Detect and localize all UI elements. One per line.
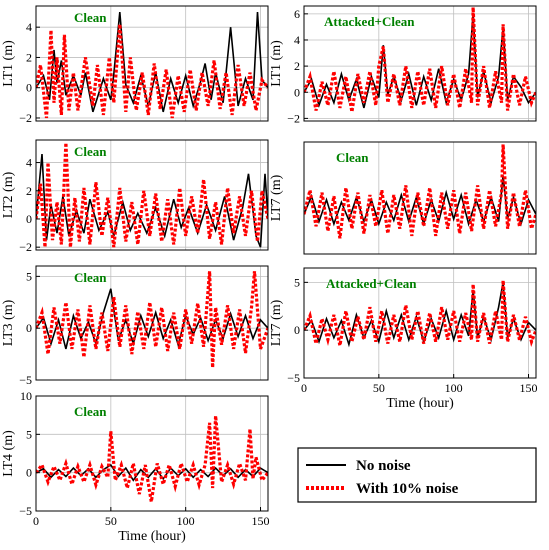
y-tick-label: 2 xyxy=(26,50,32,64)
x-axis-label: Time (hour) xyxy=(386,396,454,411)
axes-frame xyxy=(303,267,537,379)
x-tick-label: 0 xyxy=(301,381,307,395)
panel-left-3: −5 0 5 LT3 (m) Clean xyxy=(1,265,269,387)
panel-right-1: −2 0 2 4 6 LT1 (m) Attacked+Clean xyxy=(269,5,537,125)
series-line-no-noise xyxy=(304,13,536,109)
series-line-no-noise xyxy=(36,154,268,248)
series-line-noise xyxy=(36,24,268,119)
legend: No noise With 10% noise xyxy=(297,447,537,503)
axes-frame xyxy=(303,5,537,122)
y-tick-label: 0 xyxy=(26,81,32,95)
y-tick-label: 6 xyxy=(294,7,300,21)
y-tick-label: −2 xyxy=(19,111,32,125)
y-axis-label: LT1 (m) xyxy=(269,40,284,87)
panel-annotation: Clean xyxy=(74,270,107,285)
panel-annotation: Clean xyxy=(74,10,107,25)
y-axis-label: LT7 (m) xyxy=(269,299,284,346)
y-tick-label: 4 xyxy=(26,156,32,170)
y-tick-label: −5 xyxy=(287,371,300,385)
y-tick-label: −5 xyxy=(19,504,32,518)
y-tick-label: −2 xyxy=(287,111,300,125)
panel-left-1: −2 0 2 4 LT1 (m) Clean xyxy=(1,5,269,125)
series-line-noise xyxy=(36,415,268,503)
y-tick-label: 4 xyxy=(294,33,300,47)
y-axis-label: LT4 (m) xyxy=(1,430,16,477)
y-axis-label: LT2 (m) xyxy=(1,171,16,218)
x-tick-label: 150 xyxy=(252,514,270,528)
y-tick-label: 0 xyxy=(26,212,32,226)
axes-frame xyxy=(35,395,269,512)
y-axis-label: LT7 (m) xyxy=(269,174,284,221)
x-tick-label: 0 xyxy=(33,514,39,528)
series-line-noise xyxy=(36,271,268,368)
y-tick-label: 0 xyxy=(26,466,32,480)
y-tick-label: 0 xyxy=(294,323,300,337)
legend-label-no-noise: No noise xyxy=(356,458,411,474)
y-tick-label: −5 xyxy=(19,373,32,387)
y-tick-label: 0 xyxy=(26,321,32,335)
y-tick-label: 4 xyxy=(26,20,32,34)
legend-box xyxy=(297,447,537,503)
series-line-noise xyxy=(36,142,268,248)
y-axis-label: LT1 (m) xyxy=(1,40,16,87)
axes-frame xyxy=(35,139,269,251)
panel-annotation: Clean xyxy=(74,404,107,419)
x-tick-label: 50 xyxy=(105,514,117,528)
y-tick-label: 0 xyxy=(294,85,300,99)
y-tick-label: −2 xyxy=(19,240,32,254)
panel-left-2: −2 0 2 4 LT2 (m) Clean xyxy=(1,139,269,254)
axes-frame xyxy=(35,265,269,381)
y-tick-label: 2 xyxy=(294,59,300,73)
panel-annotation: Attacked+Clean xyxy=(324,14,415,29)
axes-frame xyxy=(303,141,537,255)
y-axis-label: LT3 (m) xyxy=(1,299,16,346)
panel-annotation: Attacked+Clean xyxy=(326,276,417,291)
y-tick-label: 5 xyxy=(294,275,300,289)
x-tick-label: 50 xyxy=(373,381,385,395)
plot-area xyxy=(36,396,268,511)
y-tick-label: 2 xyxy=(26,184,32,198)
series-line-noise xyxy=(304,280,536,348)
series-line-noise xyxy=(304,144,536,239)
x-tick-label: 100 xyxy=(177,514,195,528)
legend-label-noise: With 10% noise xyxy=(356,481,459,497)
y-tick-label: 5 xyxy=(26,427,32,441)
y-tick-label: 10 xyxy=(20,389,32,403)
panel-annotation: Clean xyxy=(336,150,369,165)
panel-right-2: LT7 (m) Clean xyxy=(269,141,537,255)
y-tick-label: 5 xyxy=(26,269,32,283)
axes-frame xyxy=(35,5,269,122)
panel-annotation: Clean xyxy=(74,144,107,159)
x-tick-label: 100 xyxy=(445,381,463,395)
x-tick-label: 150 xyxy=(520,381,538,395)
x-axis-label: Time (hour) xyxy=(118,529,186,544)
series-line-noise xyxy=(304,7,536,113)
